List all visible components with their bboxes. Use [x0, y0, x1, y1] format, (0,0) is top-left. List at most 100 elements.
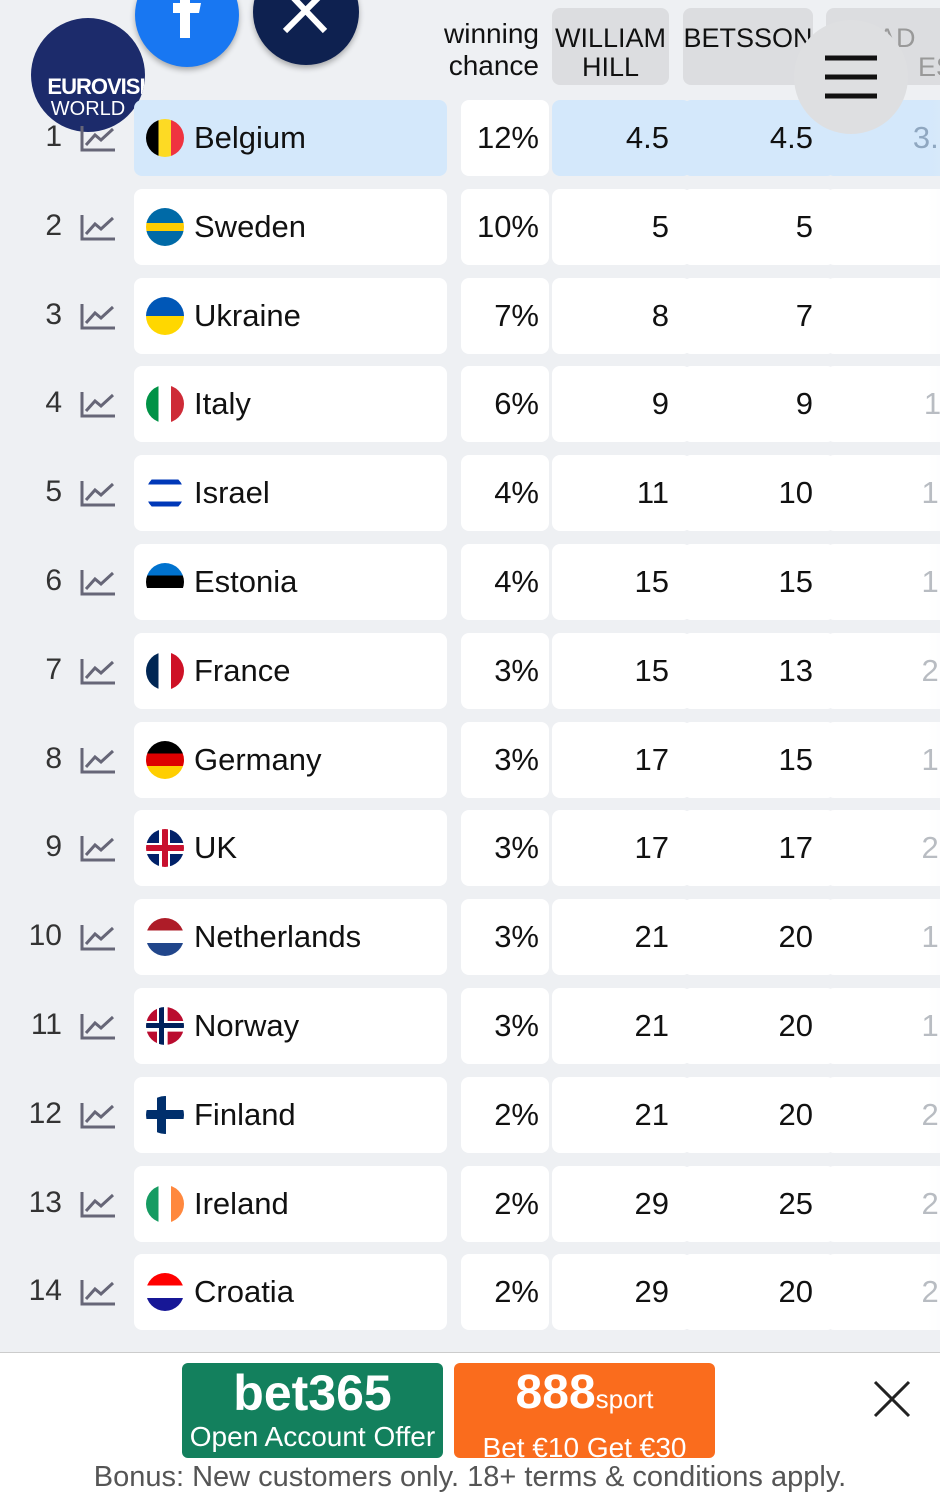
close-button[interactable]	[872, 1379, 912, 1419]
odds-cell[interactable]: 17	[552, 810, 691, 887]
odds-cell[interactable]: 15	[552, 632, 691, 709]
country-cell[interactable]: Norway	[134, 988, 447, 1064]
trend-icon[interactable]	[80, 1190, 116, 1218]
trend-icon[interactable]	[80, 1012, 116, 1040]
odds-cell[interactable]: 20	[683, 1254, 835, 1331]
odds-cell[interactable]: 15	[683, 721, 835, 798]
country-cell[interactable]: France	[134, 632, 447, 709]
flag	[146, 1095, 184, 1134]
odds-cell[interactable]: 21	[552, 988, 691, 1064]
country-cell[interactable]: UK	[134, 810, 447, 887]
logo[interactable]: EUROVISI WORLD	[31, 18, 145, 132]
rank: 4	[45, 386, 62, 420]
odds-cell[interactable]: 10	[683, 455, 835, 532]
disclaimer: Bonus: New customers only. 18+ terms & c…	[93, 1461, 847, 1493]
ad[interactable]: bet365 Open Account Offer	[182, 1363, 443, 1458]
country-cell[interactable]: Belgium	[134, 100, 447, 176]
country-cell[interactable]: Italy	[134, 366, 447, 443]
country-cell[interactable]: Croatia	[134, 1254, 447, 1331]
column-header[interactable]: BETSSON	[683, 8, 813, 85]
chance-cell: 3%	[461, 810, 549, 887]
chance-cell: 2%	[461, 1254, 549, 1331]
flag	[146, 119, 184, 157]
odds-cell[interactable]: 9	[683, 366, 835, 443]
flag	[146, 207, 184, 246]
rank: 13	[28, 1185, 62, 1219]
odds-cell[interactable]: 5	[552, 188, 691, 265]
odds-cell[interactable]: 26	[826, 1165, 940, 1242]
facebook-button[interactable]	[135, 0, 239, 67]
odds-cell[interactable]: 5	[826, 188, 940, 265]
menu-button[interactable]	[794, 20, 908, 134]
country-cell[interactable]: Ukraine	[134, 277, 447, 354]
country-name: Sweden	[194, 208, 307, 244]
trend-icon[interactable]	[80, 1278, 116, 1306]
ad-offer: Open Account Offer	[189, 1421, 436, 1452]
header-line: ES	[918, 52, 940, 82]
odds-cell[interactable]: 13	[683, 632, 835, 709]
odds-cell[interactable]: 20	[683, 1076, 835, 1153]
trend-icon[interactable]	[80, 213, 116, 241]
flag	[146, 829, 184, 868]
flag	[146, 563, 184, 601]
trend-icon[interactable]	[80, 302, 116, 330]
odds-cell[interactable]: 9	[826, 277, 940, 354]
country-cell[interactable]: Sweden	[134, 188, 447, 265]
odds-cell[interactable]: 21	[552, 1076, 691, 1153]
table-row: 14 Croatia 2%292026	[0, 1254, 940, 1331]
trend-icon[interactable]	[80, 657, 116, 685]
odds-cell[interactable]: 17	[552, 721, 691, 798]
odds-cell[interactable]: 21	[826, 632, 940, 709]
trend-icon[interactable]	[80, 834, 116, 862]
country-cell[interactable]: Germany	[134, 721, 447, 798]
odds-cell[interactable]: 17	[826, 721, 940, 798]
trend-icon[interactable]	[80, 746, 116, 774]
trend-icon[interactable]	[80, 390, 116, 418]
trend-icon[interactable]	[80, 923, 116, 951]
country-cell[interactable]: Netherlands	[134, 899, 447, 976]
odds-cell[interactable]: 17	[826, 988, 940, 1064]
logo-text: WORLD	[50, 98, 126, 120]
odds-cell[interactable]: 29	[552, 1165, 691, 1242]
country-cell[interactable]: Ireland	[134, 1165, 447, 1242]
odds-cell[interactable]: 7	[683, 277, 835, 354]
odds-cell[interactable]: 21	[552, 899, 691, 976]
odds-cell[interactable]: 21	[826, 810, 940, 887]
odds-cell[interactable]: 25	[683, 1165, 835, 1242]
chance-cell: 3%	[461, 721, 549, 798]
odds-cell[interactable]: 9	[552, 366, 691, 443]
ad[interactable]: 888sport Bet €10 Get €30	[454, 1363, 715, 1463]
trend-icon[interactable]	[80, 1101, 116, 1129]
trend-icon[interactable]	[80, 479, 116, 507]
country-name: UK	[194, 830, 238, 866]
column-header[interactable]: WILLIAM HILL	[552, 8, 669, 85]
flag	[146, 651, 184, 690]
odds-cell[interactable]: 15	[683, 544, 835, 620]
flag	[146, 474, 184, 513]
odds-cell[interactable]: 17	[826, 544, 940, 620]
odds-cell[interactable]: 15	[552, 544, 691, 620]
odds-cell[interactable]: 17	[826, 455, 940, 532]
odds-cell[interactable]: 5	[683, 188, 835, 265]
x-button[interactable]	[253, 0, 359, 65]
odds-cell[interactable]: 11	[552, 455, 691, 532]
odds-cell[interactable]: 17	[826, 899, 940, 976]
odds-cell[interactable]: 20	[683, 988, 835, 1064]
odds-cell[interactable]: 26	[826, 1254, 940, 1331]
odds-cell[interactable]: 11	[826, 366, 940, 443]
country-cell[interactable]: Finland	[134, 1076, 447, 1153]
trend-icon[interactable]	[80, 568, 116, 596]
odds-cell[interactable]: 26	[826, 1076, 940, 1153]
odds-cell[interactable]: 4.5	[552, 100, 691, 176]
trend-icon[interactable]	[80, 124, 116, 152]
odds-cell[interactable]: 8	[552, 277, 691, 354]
ad-brand: 888	[515, 1366, 596, 1419]
odds-cell[interactable]: 17	[683, 810, 835, 887]
chance-cell: 3%	[461, 632, 549, 709]
odds-cell[interactable]: 20	[683, 899, 835, 976]
odds-cell[interactable]: 29	[552, 1254, 691, 1331]
country-cell[interactable]: Israel	[134, 455, 447, 532]
country-cell[interactable]: Estonia	[134, 544, 447, 620]
